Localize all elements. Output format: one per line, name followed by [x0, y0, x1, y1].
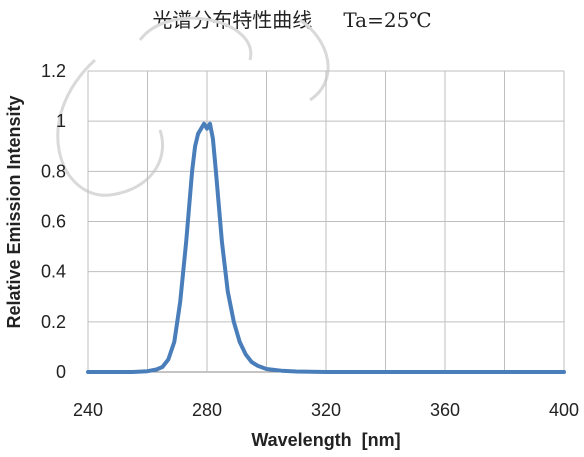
- x-tick-label: 240: [73, 400, 103, 420]
- x-tick-label: 320: [311, 400, 341, 420]
- x-axis-label: Wavelength [nm]: [251, 430, 400, 450]
- y-tick-label: 0.4: [41, 262, 66, 282]
- chart-title: 光谱分布特性曲线 Ta=25℃: [0, 4, 584, 33]
- y-tick-label: 1: [56, 111, 66, 131]
- series-group: [86, 121, 566, 374]
- y-tick-labels: 0 0.2 0.4 0.6 0.8 1 1.2: [41, 61, 66, 382]
- x-tick-label: 280: [192, 400, 222, 420]
- y-tick-label: 0.8: [41, 161, 66, 181]
- chart-subtitle: Ta=25℃: [343, 8, 432, 32]
- watermark: [56, 16, 330, 197]
- x-tick-label: 400: [549, 400, 579, 420]
- y-tick-label: 1.2: [41, 61, 66, 81]
- x-tick-label: 360: [430, 400, 460, 420]
- y-tick-label: 0: [56, 362, 66, 382]
- grid: [87, 70, 565, 373]
- y-axis-label: Relative Emission Intensity: [4, 95, 24, 328]
- series-line: [86, 121, 566, 374]
- x-tick-labels: 240 280 320 360 400: [73, 400, 579, 420]
- y-tick-label: 0.6: [41, 212, 66, 232]
- y-tick-label: 0.2: [41, 312, 66, 332]
